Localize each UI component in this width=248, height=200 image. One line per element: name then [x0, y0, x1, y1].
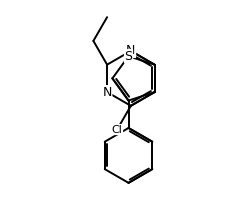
Text: N: N [102, 86, 112, 99]
Text: N: N [126, 44, 136, 57]
Text: Cl: Cl [112, 125, 123, 135]
Text: S: S [124, 50, 132, 63]
